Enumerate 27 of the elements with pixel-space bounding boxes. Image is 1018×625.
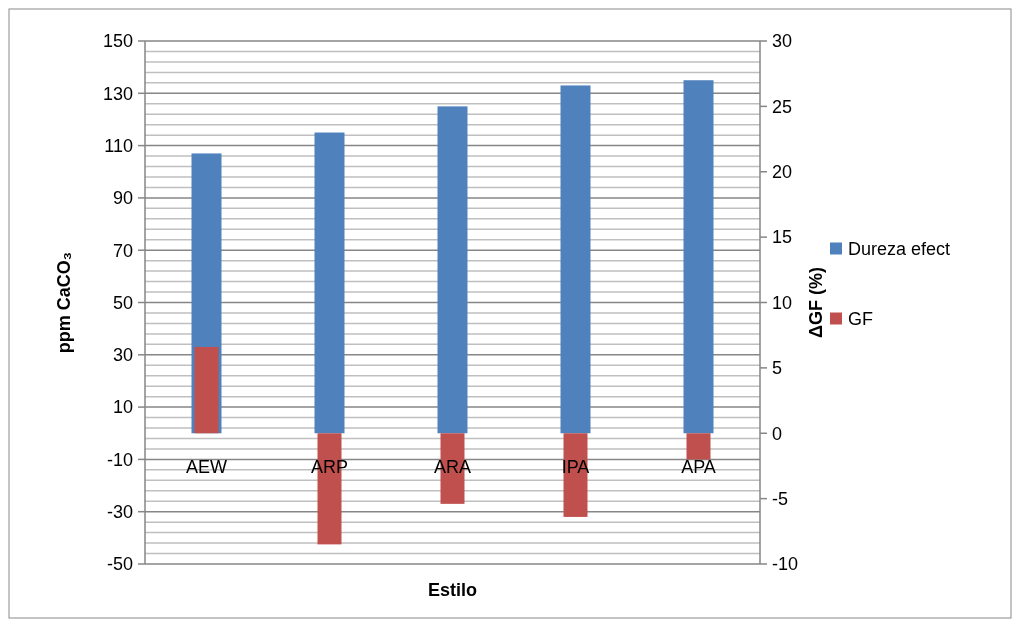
y-tick-label: -10 <box>106 449 133 470</box>
y-tick-label: 150 <box>102 31 133 52</box>
y-tick-label: 110 <box>104 135 133 156</box>
y2-tick-label: -10 <box>772 554 799 575</box>
y-tick-label: 50 <box>112 292 133 313</box>
y2-axis-title: ΔGF (%) <box>806 267 826 338</box>
y-axis-title: ppm CaCO₃ <box>54 251 74 354</box>
y-tick-label: 130 <box>102 83 133 104</box>
y-tick-label: -30 <box>106 502 133 522</box>
x-axis-title: Estilo <box>427 580 478 600</box>
x-tick-label: APA <box>681 457 716 478</box>
y2-tick-label: 25 <box>772 96 793 117</box>
legend-label: GF <box>848 308 873 329</box>
y-tick-label: 70 <box>112 240 133 261</box>
y-tick-label: 10 <box>112 397 133 418</box>
y2-tick-label: 10 <box>772 292 793 313</box>
y2-tick-label: 20 <box>772 162 793 183</box>
y2-tick-label: 0 <box>772 423 783 444</box>
y2-tick-label: -5 <box>772 488 789 509</box>
y-tick-label: 30 <box>112 345 133 366</box>
x-tick-label: AEW <box>185 457 228 478</box>
y-tick-label: 90 <box>112 188 133 209</box>
y-tick-label: -50 <box>106 554 133 575</box>
y2-tick-label: 5 <box>772 358 783 379</box>
y2-tick-label: 30 <box>772 31 793 52</box>
legend-label: Dureza efect <box>848 238 951 259</box>
y2-tick-label: 15 <box>772 227 793 248</box>
